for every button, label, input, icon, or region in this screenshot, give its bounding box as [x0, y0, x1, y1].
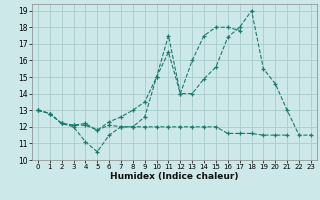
- X-axis label: Humidex (Indice chaleur): Humidex (Indice chaleur): [110, 172, 239, 181]
